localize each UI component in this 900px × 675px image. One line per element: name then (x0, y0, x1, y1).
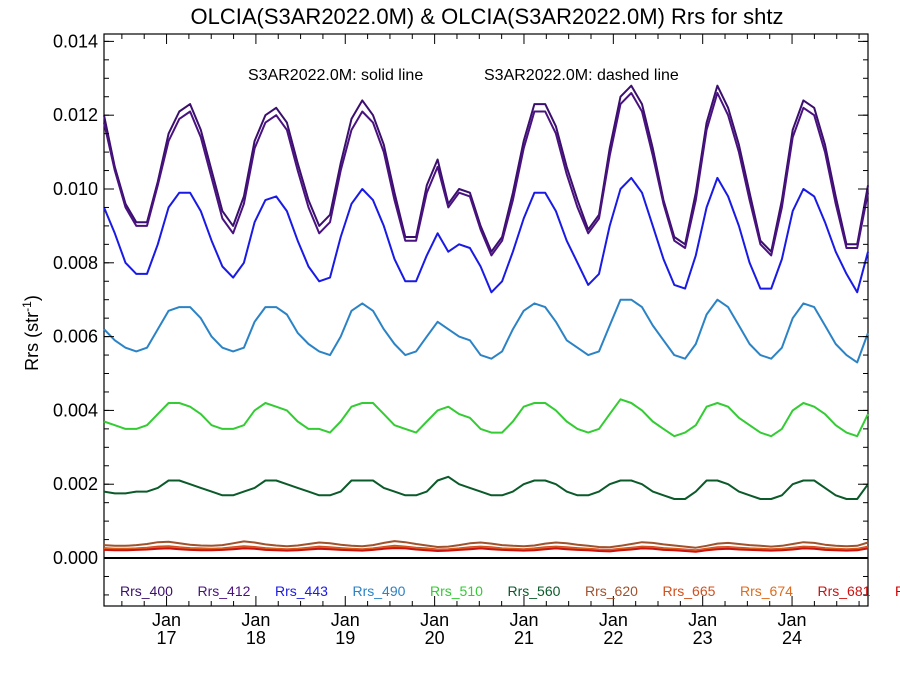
legend-entry-rrs-674: Rrs_674 (740, 583, 793, 599)
x-tick-label-day: 18 (246, 628, 266, 648)
series-line-rrs-665 (103, 544, 869, 552)
y-tick-label: 0.010 (53, 179, 98, 199)
y-tick-label: 0.014 (53, 31, 98, 51)
series-line-rrs-510 (103, 398, 869, 438)
x-tick-label-day: 19 (335, 628, 355, 648)
legend-entry-rrs-490: Rrs_490 (353, 583, 406, 599)
series-line-rrs-490 (103, 298, 869, 364)
series-line-rrs-400 (103, 84, 869, 253)
x-tick-label-day: 17 (157, 628, 177, 648)
annotation-solid: S3AR2022.0M: solid line (248, 67, 423, 84)
legend-entry-rrs-510: Rrs_510 (430, 583, 483, 599)
y-axis-title: Rrs (str-1) (20, 295, 42, 371)
x-tick-label-month: Jan (599, 610, 628, 630)
series-line-rrs-560 (103, 475, 869, 500)
y-tick-label: 0.012 (53, 105, 98, 125)
series-line-rrs-412 (103, 92, 869, 257)
legend-entry-rrs-681: Rrs_681 (818, 583, 871, 599)
legend-entry-rrs-665: Rrs_665 (663, 583, 716, 599)
x-tick-label-day: 20 (425, 628, 445, 648)
x-tick-label-month: Jan (152, 610, 181, 630)
legend-entry-rrs-560: Rrs_560 (508, 583, 561, 599)
y-axis-title-exponent: -1 (20, 301, 34, 312)
x-tick-label-month: Jan (420, 610, 449, 630)
plot-area (103, 33, 869, 607)
x-tick-label-day: 24 (782, 628, 802, 648)
y-tick-label: 0.002 (53, 474, 98, 494)
y-axis-title-main: Rrs (str (22, 312, 42, 371)
x-tick-label-day: 21 (514, 628, 534, 648)
legend-entry-rrs-443: Rrs_443 (275, 583, 328, 599)
y-tick-label: 0.004 (53, 400, 98, 420)
y-tick-label: 0.008 (53, 253, 98, 273)
legend-entry-rrs-620: Rrs_620 (585, 583, 638, 599)
y-tick-label: 0.006 (53, 327, 98, 347)
series-line-rrs-681 (103, 547, 869, 553)
series-layer (103, 84, 869, 553)
x-tick-label-day: 23 (693, 628, 713, 648)
series-line-rrs-443 (103, 176, 869, 294)
y-axis: 0.014 0.012 0.010 0.008 0.006 0.004 0.002 0.000 (53, 31, 868, 596)
x-tick-label-month: Jan (509, 610, 538, 630)
legend: Rrs_400 Rrs_412 Rrs_443 Rrs_490 Rrs_510 Rrs_5… (120, 583, 900, 599)
legend-entry-rr: Rr (895, 583, 900, 599)
y-tick-label: 0.000 (53, 548, 98, 568)
x-tick-label-month: Jan (778, 610, 807, 630)
x-tick-label-day: 22 (603, 628, 623, 648)
series-line-rrs-620 (103, 540, 869, 549)
x-tick-label-month: Jan (688, 610, 717, 630)
plot-frame (103, 33, 869, 607)
x-tick-label-month: Jan (331, 610, 360, 630)
legend-entry-rrs-400: Rrs_400 (120, 583, 173, 599)
x-tick-label-month: Jan (241, 610, 270, 630)
y-axis-title-close: ) (22, 295, 42, 301)
chart-title: OLCIA(S3AR2022.0M) & OLCIA(S3AR2022.0M) … (191, 4, 784, 29)
annotation-dashed: S3AR2022.0M: dashed line (484, 67, 679, 84)
legend-entry-rrs-412: Rrs_412 (198, 583, 251, 599)
